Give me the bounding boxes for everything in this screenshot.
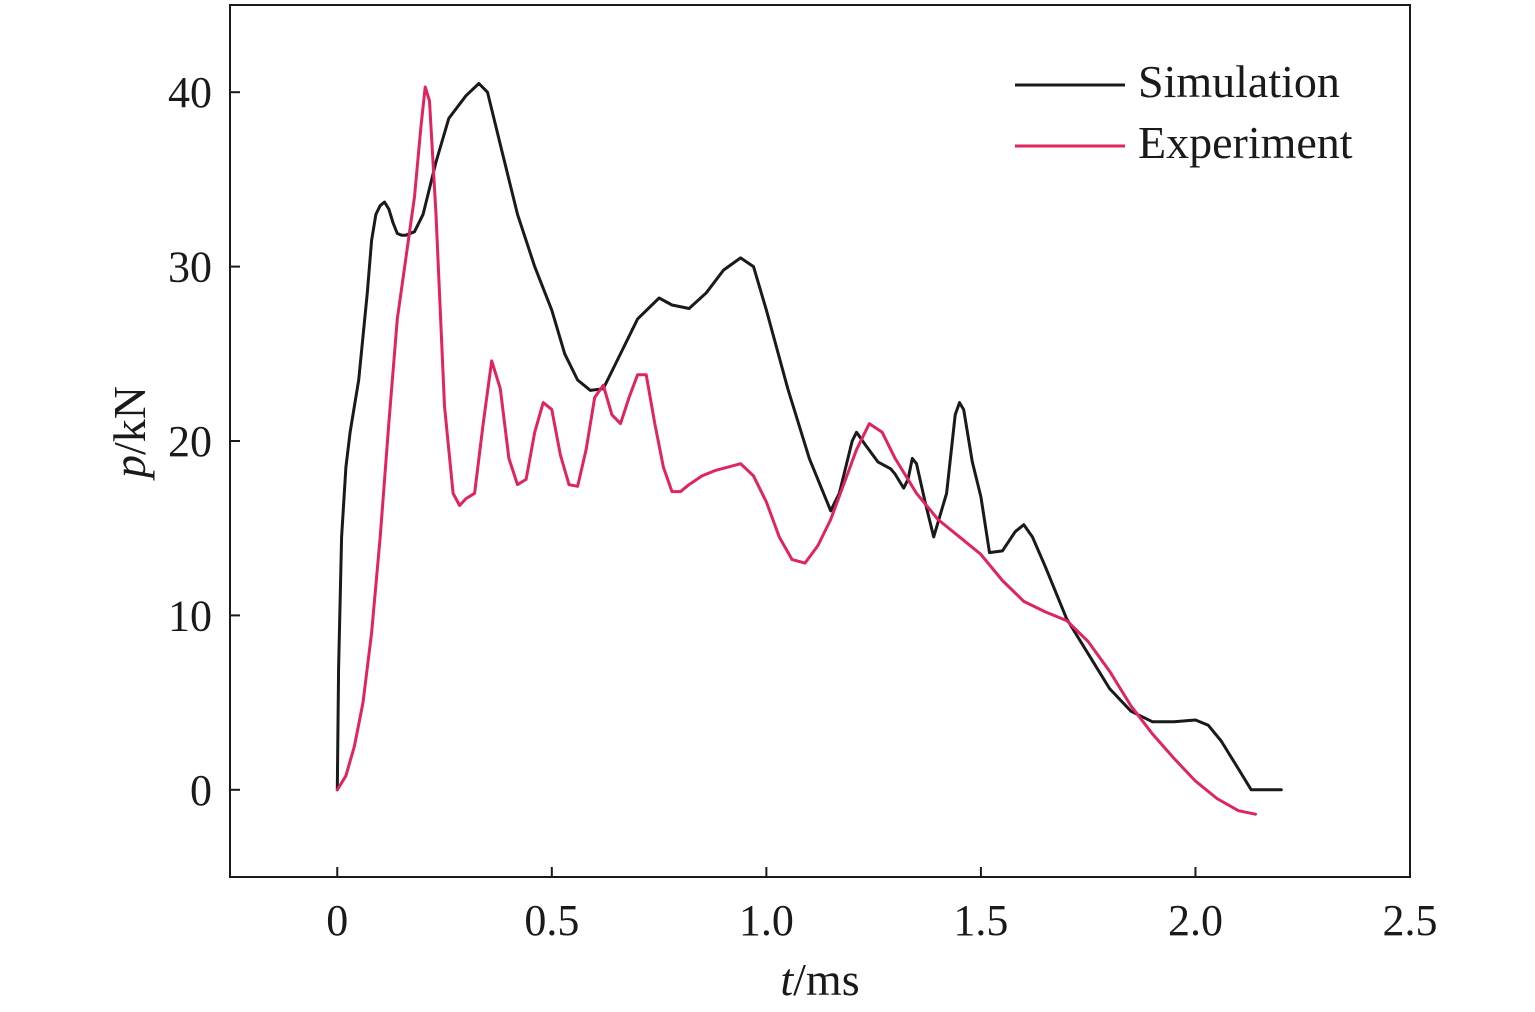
x-tick-label: 0: [326, 896, 348, 945]
x-tick-label: 2.5: [1383, 896, 1438, 945]
y-tick-label: 0: [190, 766, 212, 815]
y-axis-unit: /kN: [104, 386, 155, 455]
x-axis: 0 0.5 1.0 1.5 2.0 2.5: [326, 867, 1438, 945]
legend-label-experiment: Experiment: [1138, 117, 1353, 168]
y-tick-label: 40: [168, 68, 212, 117]
series-line-experiment: [335, 85, 1257, 816]
y-axis: 0 10 20 30 40: [168, 68, 240, 815]
y-axis-label: p/kN: [104, 386, 155, 481]
x-tick-label: 2.0: [1168, 896, 1223, 945]
x-axis-unit: /ms: [793, 954, 859, 1005]
x-tick-label: 1.0: [739, 896, 794, 945]
series-layer: [335, 82, 1283, 816]
legend: Simulation Experiment: [1015, 56, 1353, 168]
series-line-simulation: [335, 82, 1283, 792]
x-tick-label: 0.5: [524, 896, 579, 945]
x-axis-variable: t: [780, 954, 794, 1005]
y-axis-variable: p: [104, 455, 155, 481]
y-tick-label: 10: [168, 591, 212, 640]
legend-label-simulation: Simulation: [1138, 56, 1340, 107]
x-tick-label: 1.5: [953, 896, 1008, 945]
x-axis-label: t/ms: [780, 954, 859, 1005]
y-tick-label: 20: [168, 417, 212, 466]
y-tick-label: 30: [168, 243, 212, 292]
